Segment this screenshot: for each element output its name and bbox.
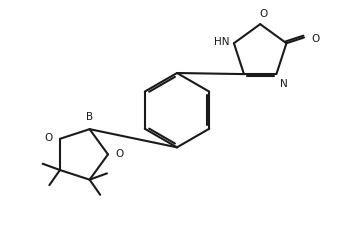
Text: HN: HN xyxy=(214,37,230,47)
Text: B: B xyxy=(86,112,93,122)
Text: O: O xyxy=(259,9,267,19)
Text: O: O xyxy=(44,133,52,142)
Text: O: O xyxy=(116,148,124,158)
Text: O: O xyxy=(312,33,320,43)
Text: N: N xyxy=(280,79,288,89)
